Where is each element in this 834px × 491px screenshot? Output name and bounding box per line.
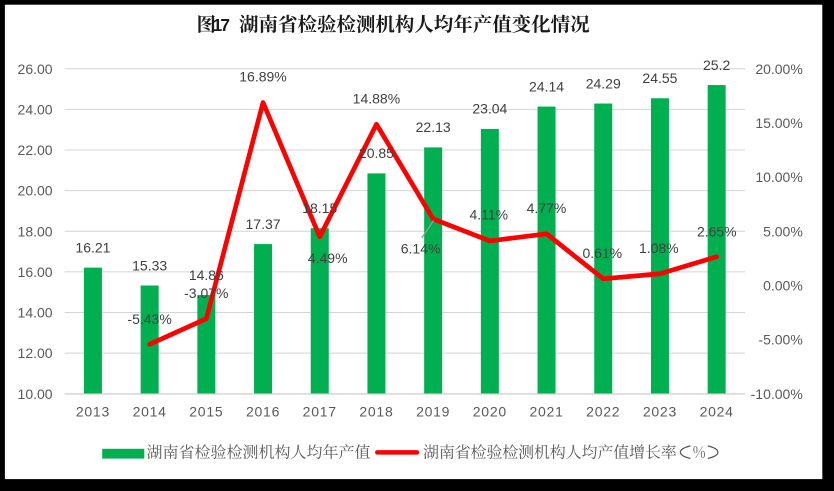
svg-text:2024: 2024 <box>700 404 734 420</box>
svg-text:2013: 2013 <box>76 404 110 420</box>
svg-text:15.33: 15.33 <box>132 257 167 273</box>
svg-text:4.11%: 4.11% <box>469 206 508 222</box>
svg-text:16.89%: 16.89% <box>239 69 286 85</box>
svg-text:10.00%: 10.00% <box>755 169 802 185</box>
svg-text:24.14: 24.14 <box>529 78 564 94</box>
svg-text:22.13: 22.13 <box>416 119 451 135</box>
svg-text:25.2: 25.2 <box>703 57 730 73</box>
svg-text:16.00: 16.00 <box>18 264 53 280</box>
svg-text:17: 17 <box>213 15 230 35</box>
svg-text:-5.43%: -5.43% <box>127 311 171 327</box>
svg-text:26.00: 26.00 <box>18 61 53 77</box>
svg-text:12.00: 12.00 <box>18 345 53 361</box>
svg-text:2018: 2018 <box>359 404 393 420</box>
svg-text:2020: 2020 <box>473 404 507 420</box>
svg-text:2016: 2016 <box>246 404 280 420</box>
svg-text:0.00%: 0.00% <box>763 277 803 293</box>
svg-text:0.61%: 0.61% <box>582 245 622 261</box>
svg-text:2014: 2014 <box>133 404 167 420</box>
svg-text:17.37: 17.37 <box>246 216 281 232</box>
svg-text:4.49%: 4.49% <box>308 250 348 266</box>
svg-text:16.21: 16.21 <box>75 239 110 255</box>
svg-text:5.00%: 5.00% <box>763 223 803 239</box>
svg-text:20.00%: 20.00% <box>755 61 802 77</box>
svg-text:2019: 2019 <box>416 404 450 420</box>
svg-text:2022: 2022 <box>586 404 620 420</box>
svg-text:-3.07%: -3.07% <box>184 285 228 301</box>
svg-text:18.15: 18.15 <box>302 200 337 216</box>
svg-text:1.08%: 1.08% <box>639 240 679 256</box>
svg-text:4.77%: 4.77% <box>527 200 567 216</box>
svg-text:24.00: 24.00 <box>18 101 53 117</box>
svg-text:2023: 2023 <box>643 404 677 420</box>
svg-text:14.88%: 14.88% <box>353 90 400 106</box>
svg-text:6.14%: 6.14% <box>401 240 441 256</box>
svg-text:-10.00%: -10.00% <box>751 386 803 402</box>
svg-text:22.00: 22.00 <box>18 142 53 158</box>
svg-text:14.00: 14.00 <box>18 305 53 321</box>
svg-text:18.00: 18.00 <box>18 223 53 239</box>
svg-text:2015: 2015 <box>189 404 223 420</box>
svg-text:23.04: 23.04 <box>472 101 507 117</box>
svg-text:14.86: 14.86 <box>189 267 224 283</box>
svg-text:-5.00%: -5.00% <box>758 332 802 348</box>
svg-text:20.85: 20.85 <box>359 145 394 161</box>
svg-text:24.29: 24.29 <box>586 75 621 91</box>
svg-text:2.65%: 2.65% <box>697 223 737 239</box>
svg-text:2021: 2021 <box>529 404 563 420</box>
svg-text:2017: 2017 <box>303 404 337 420</box>
svg-text:20.00: 20.00 <box>18 183 53 199</box>
svg-text:24.55: 24.55 <box>642 70 677 86</box>
svg-text:10.00: 10.00 <box>18 386 53 402</box>
svg-text:15.00%: 15.00% <box>755 115 802 131</box>
